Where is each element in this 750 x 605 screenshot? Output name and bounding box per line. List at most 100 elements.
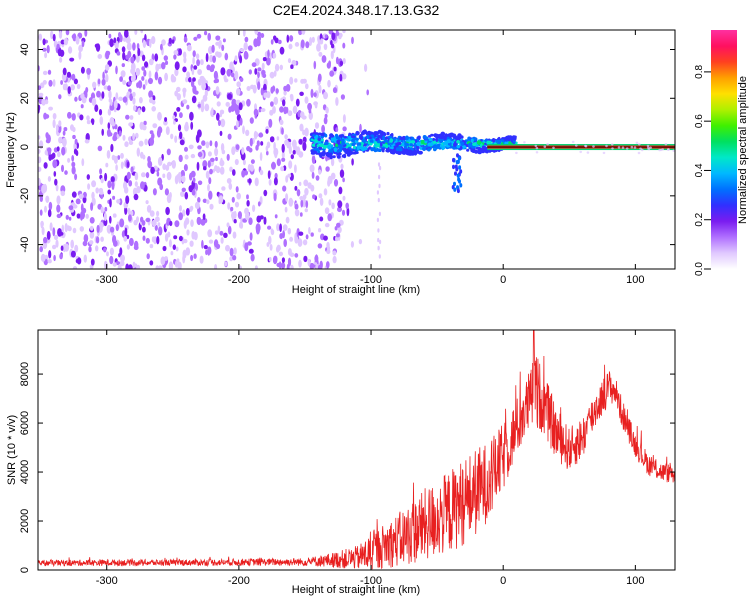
spectrogram-cell: [257, 201, 261, 207]
spectrogram-cell: [67, 111, 72, 119]
spectrogram-cell: [81, 40, 85, 48]
spectrogram-cell: [95, 245, 99, 252]
spectrogram-cell: [137, 80, 143, 89]
spectrogram-cell: [207, 229, 213, 238]
spectrogram-cell: [116, 51, 121, 56]
spectrogram-cell: [103, 212, 107, 222]
spectrogram-cell: [173, 120, 176, 125]
spectrogram-cell: [211, 44, 215, 53]
spectrogram-cell: [285, 193, 289, 202]
spectrogram-cell: [80, 203, 84, 213]
spectrogram-cell: [381, 131, 385, 136]
spectrogram-cell: [38, 148, 41, 154]
spectrogram-cell: [119, 218, 125, 228]
spectrogram-cell: [584, 145, 588, 148]
spectrogram-cell: [56, 213, 62, 219]
spectrogram-cell: [436, 144, 440, 149]
spectrogram-cell: [228, 106, 232, 113]
spectrogram-cell: [357, 145, 362, 149]
spectrogram-cell: [189, 172, 193, 181]
spectrogram-cell: [450, 132, 455, 138]
spectrogram-cell: [279, 223, 282, 232]
spectrogram-cell: [328, 60, 331, 67]
snr-x-tick-label: 100: [626, 575, 644, 587]
spectrogram-cell: [323, 235, 328, 241]
spectrogram-cell: [300, 111, 305, 119]
spectrogram-cell: [330, 50, 334, 60]
spectrogram-cell: [366, 134, 370, 139]
spectrogram-cell: [186, 104, 190, 110]
spectrogram-cell: [200, 59, 204, 66]
spectrogram-cell: [377, 246, 380, 251]
spectrogram-cell: [300, 78, 305, 84]
spectrogram-cell: [325, 152, 330, 157]
spectrogram-cell: [104, 64, 110, 71]
spectrogram-cell: [270, 86, 274, 94]
spectrogram-cell: [269, 52, 272, 61]
spectrogram-cell: [141, 66, 146, 71]
spectrogram-cell: [134, 172, 139, 181]
spectrogram-cell: [320, 138, 324, 142]
spectrogram-cell: [71, 73, 76, 81]
spectrogram-cell: [70, 250, 76, 258]
spectrogram-cell: [378, 211, 381, 217]
spectrogram-cell: [229, 166, 233, 172]
spectrogram-cell: [672, 149, 675, 152]
spectrogram-cell: [254, 132, 259, 138]
spectrogram-cell: [80, 93, 85, 100]
spectrogram-cell: [216, 112, 220, 121]
spectrogram-cell: [387, 135, 393, 139]
spectrogram-cell: [268, 235, 272, 245]
spectrogram-cell: [294, 185, 298, 191]
spectrogram-cell: [453, 187, 457, 192]
spectrogram-cell: [113, 240, 118, 247]
spectrogram-cell: [140, 181, 145, 190]
spectrogram-cell: [268, 118, 273, 128]
spectrogram-cell: [153, 236, 158, 245]
spectrogram-cell: [234, 201, 240, 208]
spectrogram-cell: [605, 144, 608, 148]
spectrogram-cell: [52, 113, 57, 120]
spectrogram-cell: [246, 200, 250, 207]
spectrogram-cell: [274, 37, 279, 44]
spectrogram-cell: [62, 67, 67, 76]
spectrogram-cell: [157, 76, 163, 85]
spectrogram-cell: [302, 198, 307, 208]
spectrogram-cell: [314, 254, 319, 263]
spectrogram-cell: [342, 30, 346, 34]
spectrogram-cell: [125, 37, 131, 44]
spectrogram-cell: [96, 224, 100, 233]
spectrogram-cell: [197, 151, 203, 158]
spectrogram-cell: [74, 244, 79, 253]
spectrogram-cell: [317, 135, 321, 139]
spectrogram-cell: [317, 73, 322, 83]
spectrogram-cell: [107, 85, 111, 92]
spectrogram-cell: [294, 78, 298, 83]
spectrogram-cell: [125, 195, 130, 204]
spectrogram-cell: [173, 50, 179, 55]
spectrogram-cell: [123, 181, 128, 190]
spectrogram-cell: [299, 91, 304, 97]
spectrogram-cell: [182, 87, 187, 94]
spectrogram-cell: [112, 213, 117, 218]
spectrogram-cell: [340, 138, 345, 142]
spectrogram-cell: [420, 139, 425, 145]
spectrogram-cell: [319, 153, 323, 158]
spectrogram-cell: [91, 97, 97, 106]
spectrogram-cell: [138, 140, 144, 147]
spectrogram-cell: [126, 161, 130, 168]
spectrogram-cell: [188, 76, 192, 83]
spectrogram-cell: [164, 117, 168, 122]
spectrogram-cell: [294, 203, 299, 210]
spectrogram-cell: [45, 195, 50, 203]
spectrogram-cell: [178, 48, 183, 56]
spectrogram-cell: [235, 99, 241, 105]
spectrogram-cell: [173, 235, 178, 240]
spectrogram-cell: [310, 232, 314, 237]
spectrogram-cell: [354, 151, 359, 155]
spectrogram-cell: [174, 61, 180, 71]
spectrogram-cell: [226, 68, 232, 77]
spectrogram-cell: [119, 76, 123, 82]
spectrogram-cell: [341, 209, 346, 216]
spectrogram-cell: [136, 147, 140, 157]
